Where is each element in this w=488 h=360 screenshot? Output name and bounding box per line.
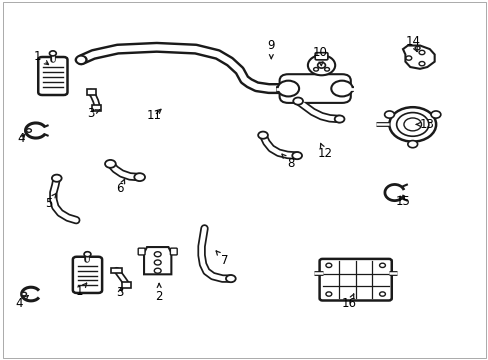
Circle shape: [292, 152, 302, 159]
Circle shape: [379, 263, 385, 267]
Text: 8: 8: [282, 154, 294, 170]
Circle shape: [418, 50, 424, 55]
Circle shape: [21, 292, 26, 296]
FancyBboxPatch shape: [38, 57, 67, 95]
Circle shape: [154, 268, 161, 273]
Circle shape: [225, 275, 235, 282]
Circle shape: [307, 55, 334, 75]
Circle shape: [325, 292, 331, 296]
Circle shape: [396, 113, 428, 136]
Circle shape: [313, 68, 318, 71]
FancyBboxPatch shape: [138, 248, 145, 255]
Text: 15: 15: [395, 195, 409, 208]
Text: 2: 2: [155, 284, 163, 303]
FancyBboxPatch shape: [315, 53, 327, 60]
Text: 3: 3: [116, 287, 123, 300]
Circle shape: [405, 56, 411, 60]
Circle shape: [84, 252, 91, 257]
FancyBboxPatch shape: [111, 267, 122, 273]
Circle shape: [75, 55, 87, 64]
Circle shape: [277, 81, 299, 96]
Circle shape: [430, 111, 440, 118]
Circle shape: [293, 98, 303, 105]
Circle shape: [325, 263, 331, 267]
FancyBboxPatch shape: [86, 89, 96, 95]
Text: 4: 4: [18, 132, 25, 145]
FancyBboxPatch shape: [122, 282, 131, 288]
Circle shape: [334, 116, 344, 123]
Text: 5: 5: [45, 193, 57, 210]
Text: 6: 6: [116, 179, 124, 195]
Text: 7: 7: [216, 251, 228, 267]
FancyBboxPatch shape: [92, 105, 101, 111]
Circle shape: [384, 111, 393, 118]
Text: 12: 12: [317, 143, 332, 159]
Polygon shape: [144, 247, 171, 274]
Text: 4: 4: [16, 296, 28, 310]
Circle shape: [317, 62, 325, 68]
Circle shape: [407, 140, 417, 148]
Circle shape: [52, 175, 61, 182]
Circle shape: [330, 81, 352, 96]
Text: 14: 14: [405, 35, 419, 51]
Circle shape: [379, 292, 385, 296]
Circle shape: [49, 51, 56, 56]
Circle shape: [403, 118, 421, 131]
Circle shape: [105, 160, 116, 168]
FancyBboxPatch shape: [319, 259, 391, 301]
Text: 16: 16: [341, 294, 356, 310]
Text: 1: 1: [34, 50, 48, 64]
Text: 13: 13: [416, 118, 434, 131]
Circle shape: [26, 129, 31, 132]
Circle shape: [154, 260, 161, 265]
Text: 10: 10: [312, 46, 327, 66]
Text: 3: 3: [87, 107, 100, 120]
Circle shape: [418, 62, 424, 66]
Text: 1: 1: [76, 283, 86, 298]
Circle shape: [324, 68, 329, 71]
Circle shape: [78, 57, 84, 62]
Circle shape: [388, 107, 435, 141]
FancyBboxPatch shape: [73, 257, 102, 293]
Circle shape: [154, 252, 161, 257]
Circle shape: [134, 173, 145, 181]
FancyBboxPatch shape: [279, 74, 350, 103]
Text: 9: 9: [267, 39, 275, 59]
FancyBboxPatch shape: [170, 248, 177, 255]
Polygon shape: [402, 45, 434, 69]
Circle shape: [258, 132, 267, 139]
Text: 11: 11: [146, 109, 162, 122]
Circle shape: [414, 46, 419, 50]
